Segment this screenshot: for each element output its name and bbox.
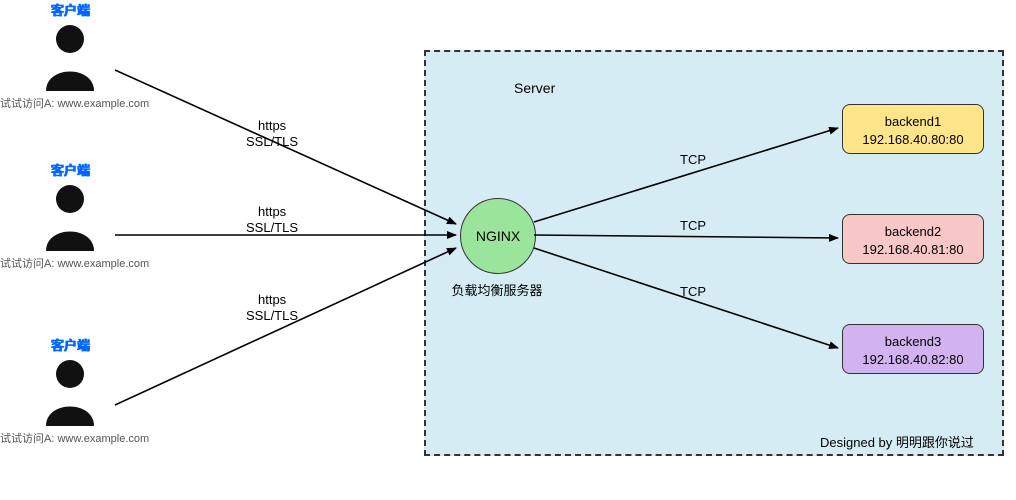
client-title: 客户端 [0,335,140,354]
client-url: 试试访问A: www.example.com [0,430,140,446]
edge-label: https [258,118,286,133]
edge-label: TCP [680,152,706,167]
backend-3: backend3 192.168.40.82:80 [842,324,984,374]
backend-addr: 192.168.40.80:80 [843,131,983,149]
backend-name: backend3 [843,333,983,351]
nginx-caption: 负载均衡服务器 [447,280,547,299]
attribution-text: Designed by 明明跟你说过 [820,432,974,451]
url-prefix: 试试访问A: [0,258,54,270]
url-prefix: 试试访问A: [0,433,54,445]
edge-label: TCP [680,218,706,233]
edge-label: TCP [680,284,706,299]
client-url: 试试访问A: www.example.com [0,255,140,271]
client-3: 客户端 试试访问A: www.example.com [0,335,140,446]
user-icon [40,181,100,251]
user-icon [40,21,100,91]
edge-label: https [258,292,286,307]
backend-name: backend2 [843,223,983,241]
edge-label: SSL/TLS [246,308,298,323]
url-text: www.example.com [57,258,149,270]
client-url: 试试访问A: www.example.com [0,95,140,111]
client-title: 客户端 [0,0,140,19]
backend-1: backend1 192.168.40.80:80 [842,104,984,154]
url-prefix: 试试访问A: [0,98,54,110]
url-text: www.example.com [57,433,149,445]
client-title: 客户端 [0,160,140,179]
backend-name: backend1 [843,113,983,131]
client-1: 客户端 试试访问A: www.example.com [0,0,140,111]
edge-label: https [258,204,286,219]
backend-addr: 192.168.40.81:80 [843,241,983,259]
client-2: 客户端 试试访问A: www.example.com [0,160,140,271]
edge-label: SSL/TLS [246,220,298,235]
nginx-node: NGINX [460,198,536,274]
backend-2: backend2 192.168.40.81:80 [842,214,984,264]
url-text: www.example.com [57,98,149,110]
edge-label: SSL/TLS [246,134,298,149]
server-label: Server [514,80,555,96]
backend-addr: 192.168.40.82:80 [843,351,983,369]
user-icon [40,356,100,426]
nginx-label: NGINX [476,228,520,244]
